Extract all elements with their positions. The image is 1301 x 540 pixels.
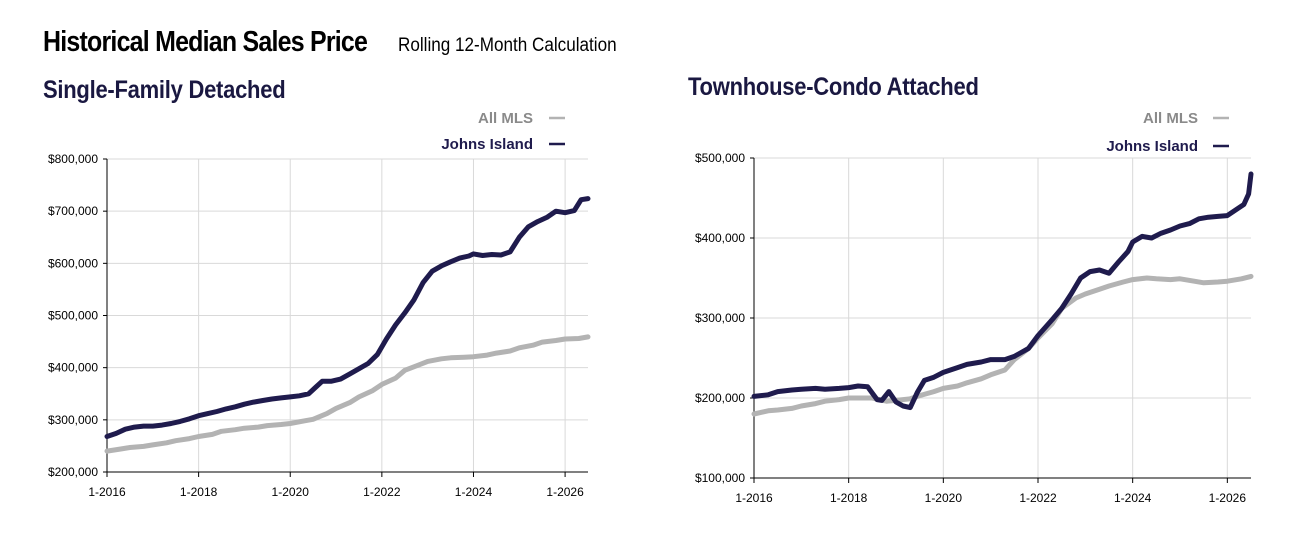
- y-tick-label: $800,000: [48, 152, 98, 166]
- legend-label-johns-island: Johns Island: [441, 136, 533, 153]
- x-tick-label: 1-2016: [88, 485, 126, 499]
- x-tick-label: 1-2024: [1114, 491, 1152, 505]
- y-tick-label: $100,000: [695, 471, 745, 485]
- x-tick-label: 1-2018: [180, 485, 218, 499]
- chart-title-townhouse-condo: Townhouse-Condo Attached: [688, 73, 979, 101]
- y-tick-label: $500,000: [695, 151, 745, 165]
- series-line-johns-island: [751, 171, 1254, 411]
- y-tick-label: $700,000: [48, 204, 98, 218]
- x-tick-label: 1-2026: [1209, 491, 1247, 505]
- x-tick-label: 1-2016: [735, 491, 773, 505]
- y-tick-label: $200,000: [695, 391, 745, 405]
- x-tick-label: 1-2022: [363, 485, 401, 499]
- series-line-all-mls: [751, 273, 1254, 417]
- y-tick-label: $400,000: [48, 361, 98, 375]
- report-subtitle: Rolling 12-Month Calculation: [398, 35, 617, 56]
- legend-label-all-mls: All MLS: [1143, 110, 1198, 127]
- townhouse-condo-plot: $100,000 $200,000 $300,000 $400,000 $500,000…: [695, 110, 1254, 505]
- y-tick-label: $300,000: [695, 311, 745, 325]
- x-tick-label: 1-2020: [272, 485, 310, 499]
- x-tick-label: 1-2018: [830, 491, 868, 505]
- series-line-johns-island: [104, 196, 591, 439]
- report-header: Historical Median Sales Price Rolling 12…: [43, 26, 641, 59]
- legend-label-johns-island: Johns Island: [1106, 138, 1198, 155]
- y-tick-label: $300,000: [48, 413, 98, 427]
- x-tick-label: 1-2026: [546, 485, 584, 499]
- y-tick-label: $600,000: [48, 256, 98, 270]
- series-line-all-mls: [104, 334, 591, 454]
- single-family-plot: $200,000 $300,000 $400,000 $500,000 $600,000…: [48, 110, 591, 499]
- chart-title-single-family: Single-Family Detached: [43, 76, 286, 104]
- y-tick-label: $400,000: [695, 231, 745, 245]
- x-tick-label: 1-2024: [455, 485, 493, 499]
- y-tick-label: $200,000: [48, 465, 98, 479]
- y-tick-label: $500,000: [48, 309, 98, 323]
- report-title: Historical Median Sales Price: [43, 26, 368, 58]
- x-tick-label: 1-2020: [925, 491, 963, 505]
- legend-label-all-mls: All MLS: [478, 110, 533, 127]
- x-tick-label: 1-2022: [1019, 491, 1057, 505]
